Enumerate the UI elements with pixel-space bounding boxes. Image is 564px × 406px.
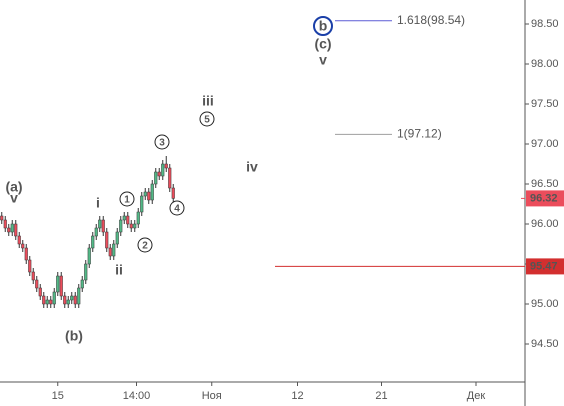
- candle-body: [52, 291, 56, 305]
- candle-body: [66, 299, 70, 305]
- wave-label: i: [96, 195, 100, 211]
- candle-body: [77, 287, 81, 305]
- candle-body: [70, 295, 74, 301]
- candle-body: [126, 215, 130, 225]
- candle-body: [3, 219, 7, 229]
- y-tick-label: 97.00: [531, 138, 559, 150]
- y-tick-label: 98.50: [531, 18, 559, 30]
- candle-body: [108, 247, 112, 257]
- y-tick-label: 95.00: [531, 298, 559, 310]
- wave-label: 4: [174, 204, 180, 215]
- y-tick-label: 94.50: [531, 338, 559, 350]
- candle-body: [157, 171, 161, 177]
- candle-body: [10, 223, 14, 233]
- candle-body: [94, 227, 98, 237]
- alert-price-box: [526, 258, 564, 275]
- candle-body: [161, 163, 165, 177]
- candle-body: [171, 187, 175, 199]
- fib-label: 1(97.12): [397, 127, 442, 141]
- candle-body: [56, 275, 60, 293]
- candle-body: [0, 215, 4, 221]
- candle-body: [133, 223, 137, 229]
- candle-body: [164, 163, 168, 169]
- candle-body: [28, 259, 32, 273]
- candle-body: [84, 263, 88, 281]
- candle-body: [73, 295, 77, 305]
- candle-body: [168, 167, 172, 189]
- wave-label: 5: [204, 115, 210, 126]
- wave-circle: [137, 237, 153, 253]
- x-tick-label: 14:00: [123, 390, 151, 402]
- candle-body: [87, 247, 91, 265]
- candle-body: [63, 295, 67, 305]
- wave-label: iii: [202, 93, 214, 109]
- alert-price-label: 95.47: [530, 260, 558, 272]
- wave-label: ii: [115, 262, 123, 278]
- wave-label: 3: [159, 138, 165, 149]
- y-tick-label: 98.00: [531, 58, 559, 70]
- x-tick-label: Ноя: [202, 390, 222, 402]
- x-tick-label: Дек: [467, 390, 486, 402]
- fib-label: 1.618(98.54): [397, 13, 465, 27]
- last-price-label: 96.32: [530, 192, 558, 204]
- candle-body: [45, 299, 49, 305]
- candle-body: [140, 195, 144, 213]
- candle-body: [35, 279, 39, 289]
- candle-body: [42, 295, 46, 305]
- wave-circle: [313, 16, 333, 36]
- candle-body: [101, 219, 105, 233]
- candle-body: [105, 231, 109, 249]
- candle-body: [98, 219, 102, 229]
- candle-body: [112, 243, 116, 257]
- wave-circle: [154, 134, 170, 150]
- candle-body: [122, 215, 126, 221]
- candle-body: [31, 271, 35, 281]
- candle-body: [147, 191, 151, 201]
- last-price-box: [526, 190, 564, 207]
- x-tick-label: 12: [291, 390, 303, 402]
- candle-body: [115, 231, 119, 245]
- y-tick-label: 96.50: [531, 178, 559, 190]
- candle-body: [17, 235, 21, 245]
- candle-body: [80, 279, 84, 289]
- y-tick-label: 96.00: [531, 218, 559, 230]
- candle-body: [24, 247, 28, 261]
- candle-body: [143, 191, 147, 197]
- wave-label: b: [319, 18, 328, 34]
- wave-label: (b): [65, 328, 83, 344]
- x-tick-label: 15: [52, 390, 64, 402]
- wave-circle: [169, 200, 185, 216]
- candle-body: [7, 227, 11, 233]
- wave-circle: [119, 191, 135, 207]
- candle-body: [91, 235, 95, 249]
- wave-label: 1: [124, 195, 130, 206]
- x-tick-label: 21: [375, 390, 387, 402]
- wave-label: iv: [246, 159, 258, 175]
- wave-label: v: [10, 190, 18, 206]
- candle-body: [129, 223, 133, 229]
- candle-body: [59, 275, 63, 297]
- candle-body: [154, 171, 158, 185]
- candle-body: [150, 183, 154, 201]
- wave-label: v: [319, 52, 327, 68]
- wave-label: (a): [5, 179, 22, 195]
- wave-label: (c): [314, 36, 331, 52]
- candle-body: [21, 243, 25, 249]
- wave-circle: [199, 111, 215, 127]
- y-tick-label: 97.50: [531, 98, 559, 110]
- candle-body: [119, 219, 123, 233]
- candle-body: [14, 223, 18, 237]
- candle-body: [136, 211, 140, 225]
- wave-label: 2: [142, 241, 148, 252]
- candle-body: [38, 287, 42, 297]
- candle-body: [49, 299, 53, 305]
